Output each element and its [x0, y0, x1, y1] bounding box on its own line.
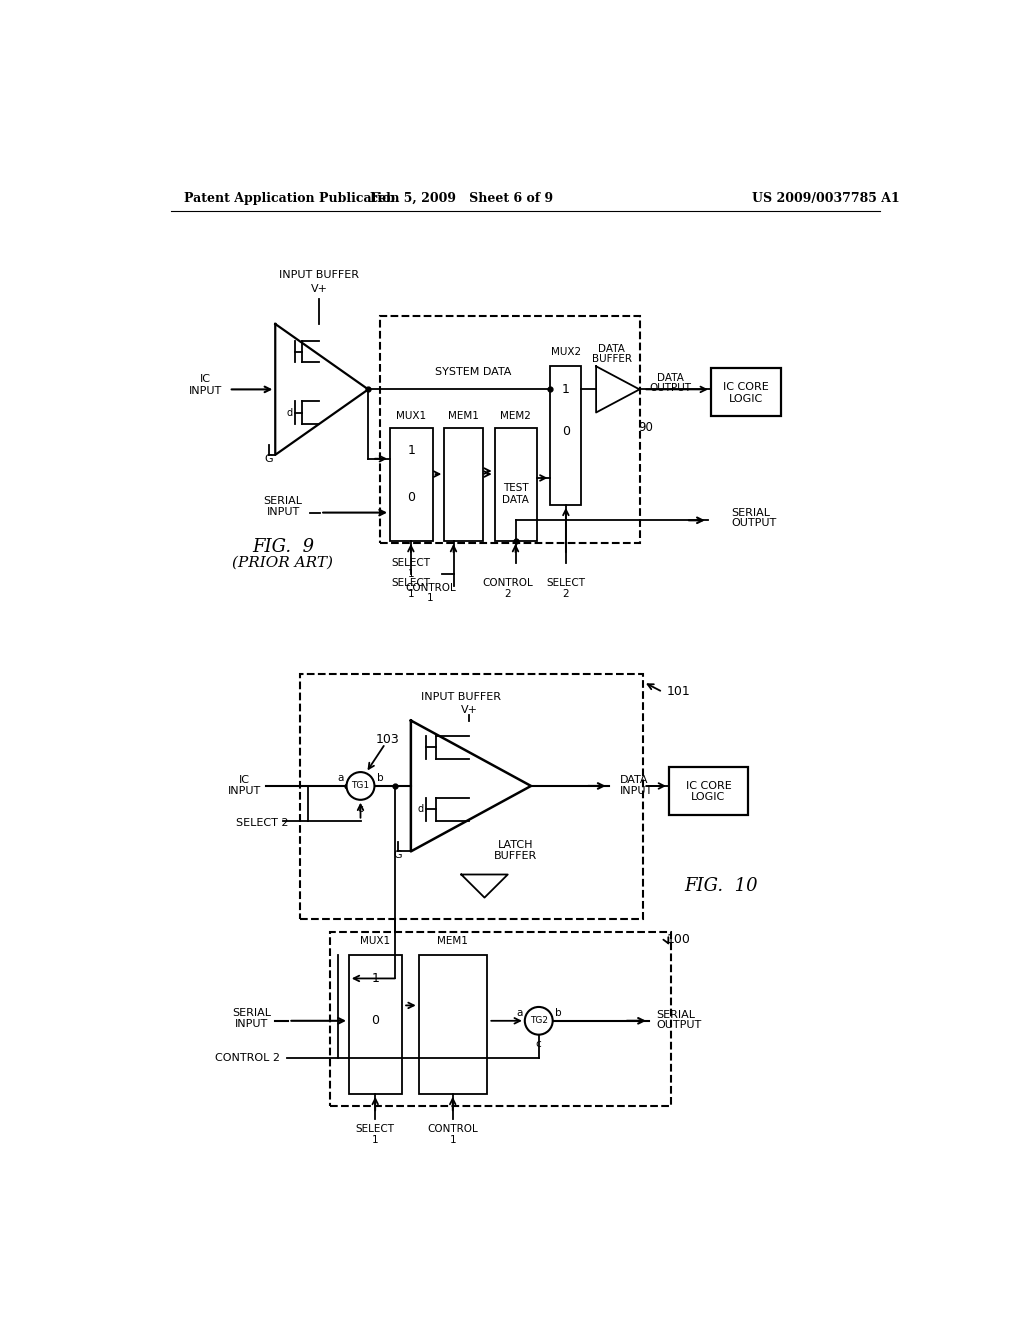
- Text: FIG.  10: FIG. 10: [684, 876, 758, 895]
- Text: 103: 103: [376, 733, 399, 746]
- Text: 0: 0: [408, 491, 416, 504]
- Text: 0: 0: [372, 1014, 379, 1027]
- Bar: [330, 932, 671, 1106]
- Text: INPUT BUFFER: INPUT BUFFER: [421, 693, 502, 702]
- Text: c: c: [536, 1039, 542, 1048]
- Text: d: d: [418, 804, 424, 814]
- Text: SERIAL: SERIAL: [731, 508, 770, 517]
- Text: SELECT: SELECT: [547, 578, 586, 589]
- Text: CONTROL: CONTROL: [427, 1123, 478, 1134]
- Text: 101: 101: [667, 685, 690, 698]
- Text: a: a: [516, 1008, 522, 1018]
- Text: IC: IC: [239, 775, 250, 785]
- Text: DATA: DATA: [657, 372, 684, 383]
- Text: a: a: [338, 774, 344, 783]
- Text: 100: 100: [667, 933, 690, 946]
- Text: INPUT BUFFER: INPUT BUFFER: [280, 271, 359, 280]
- Text: INPUT: INPUT: [188, 385, 222, 396]
- Text: FIG.  9: FIG. 9: [252, 539, 314, 556]
- Text: BUFFER: BUFFER: [592, 354, 632, 363]
- Text: b: b: [555, 1008, 561, 1018]
- Text: LOGIC: LOGIC: [691, 792, 726, 803]
- Text: 1: 1: [372, 972, 379, 985]
- Bar: [419, 956, 486, 1094]
- Text: MUX1: MUX1: [360, 936, 390, 946]
- Text: INPUT: INPUT: [266, 507, 300, 517]
- Bar: [380, 317, 640, 544]
- Text: SELECT: SELECT: [391, 578, 430, 589]
- Text: CONTROL: CONTROL: [482, 578, 534, 589]
- Text: INPUT: INPUT: [236, 1019, 268, 1028]
- Text: MUX1: MUX1: [396, 412, 426, 421]
- Text: CONTROL: CONTROL: [404, 583, 456, 594]
- Text: 1: 1: [562, 383, 569, 396]
- Text: CONTROL 2: CONTROL 2: [215, 1053, 280, 1063]
- Text: c: c: [357, 804, 364, 813]
- Bar: [669, 767, 748, 816]
- Text: LOGIC: LOGIC: [728, 393, 763, 404]
- Text: TEST: TEST: [503, 483, 528, 492]
- Text: Feb. 5, 2009   Sheet 6 of 9: Feb. 5, 2009 Sheet 6 of 9: [370, 191, 553, 205]
- Text: IC CORE: IC CORE: [723, 381, 769, 392]
- Bar: [550, 367, 582, 506]
- Text: 2: 2: [505, 589, 511, 599]
- Text: V+: V+: [461, 705, 477, 714]
- Text: DATA: DATA: [598, 345, 625, 354]
- Text: b: b: [377, 774, 383, 783]
- Text: 1: 1: [427, 594, 433, 603]
- Text: US 2009/0037785 A1: US 2009/0037785 A1: [752, 191, 899, 205]
- Bar: [349, 956, 401, 1094]
- Text: MEM1: MEM1: [437, 936, 468, 946]
- Text: Patent Application Publication: Patent Application Publication: [183, 191, 399, 205]
- Text: 1: 1: [408, 589, 414, 599]
- Text: 2: 2: [562, 589, 569, 599]
- Text: 90: 90: [638, 421, 653, 434]
- Text: MUX2: MUX2: [551, 347, 581, 358]
- Text: 1: 1: [372, 1135, 379, 1146]
- Text: G: G: [265, 454, 273, 463]
- Text: OUTPUT: OUTPUT: [649, 383, 691, 393]
- Text: 1: 1: [408, 569, 414, 579]
- Text: OUTPUT: OUTPUT: [656, 1020, 701, 1031]
- Text: 1: 1: [408, 445, 415, 458]
- Text: 0: 0: [562, 425, 570, 438]
- Bar: [390, 428, 432, 541]
- Text: IC CORE: IC CORE: [686, 781, 731, 791]
- Text: SELECT: SELECT: [391, 557, 430, 568]
- Text: d: d: [286, 408, 292, 417]
- Text: TG2: TG2: [529, 1016, 548, 1026]
- Text: BUFFER: BUFFER: [494, 851, 538, 861]
- Bar: [495, 428, 538, 541]
- Text: SERIAL: SERIAL: [263, 496, 302, 506]
- Text: SYSTEM DATA: SYSTEM DATA: [434, 367, 511, 378]
- Circle shape: [524, 1007, 553, 1035]
- Text: V+: V+: [311, 284, 328, 294]
- Text: TG1: TG1: [351, 781, 370, 791]
- Text: SELECT: SELECT: [355, 1123, 394, 1134]
- Text: LATCH: LATCH: [498, 841, 534, 850]
- Text: SERIAL: SERIAL: [232, 1008, 271, 1018]
- Bar: [444, 428, 483, 541]
- Text: SERIAL: SERIAL: [656, 1010, 695, 1019]
- Text: DATA: DATA: [621, 775, 648, 785]
- Bar: [300, 675, 643, 919]
- Text: MEM1: MEM1: [449, 412, 479, 421]
- Circle shape: [346, 772, 375, 800]
- Text: 1: 1: [450, 1135, 456, 1146]
- Text: G: G: [393, 850, 402, 861]
- Text: INPUT: INPUT: [227, 785, 261, 796]
- Text: IC: IC: [200, 375, 211, 384]
- Text: SELECT 2: SELECT 2: [237, 818, 289, 828]
- Text: (PRIOR ART): (PRIOR ART): [232, 556, 334, 570]
- Text: MEM2: MEM2: [501, 412, 531, 421]
- Text: INPUT: INPUT: [621, 785, 653, 796]
- Bar: [711, 368, 780, 416]
- Text: OUTPUT: OUTPUT: [731, 519, 776, 528]
- Text: DATA: DATA: [503, 495, 529, 504]
